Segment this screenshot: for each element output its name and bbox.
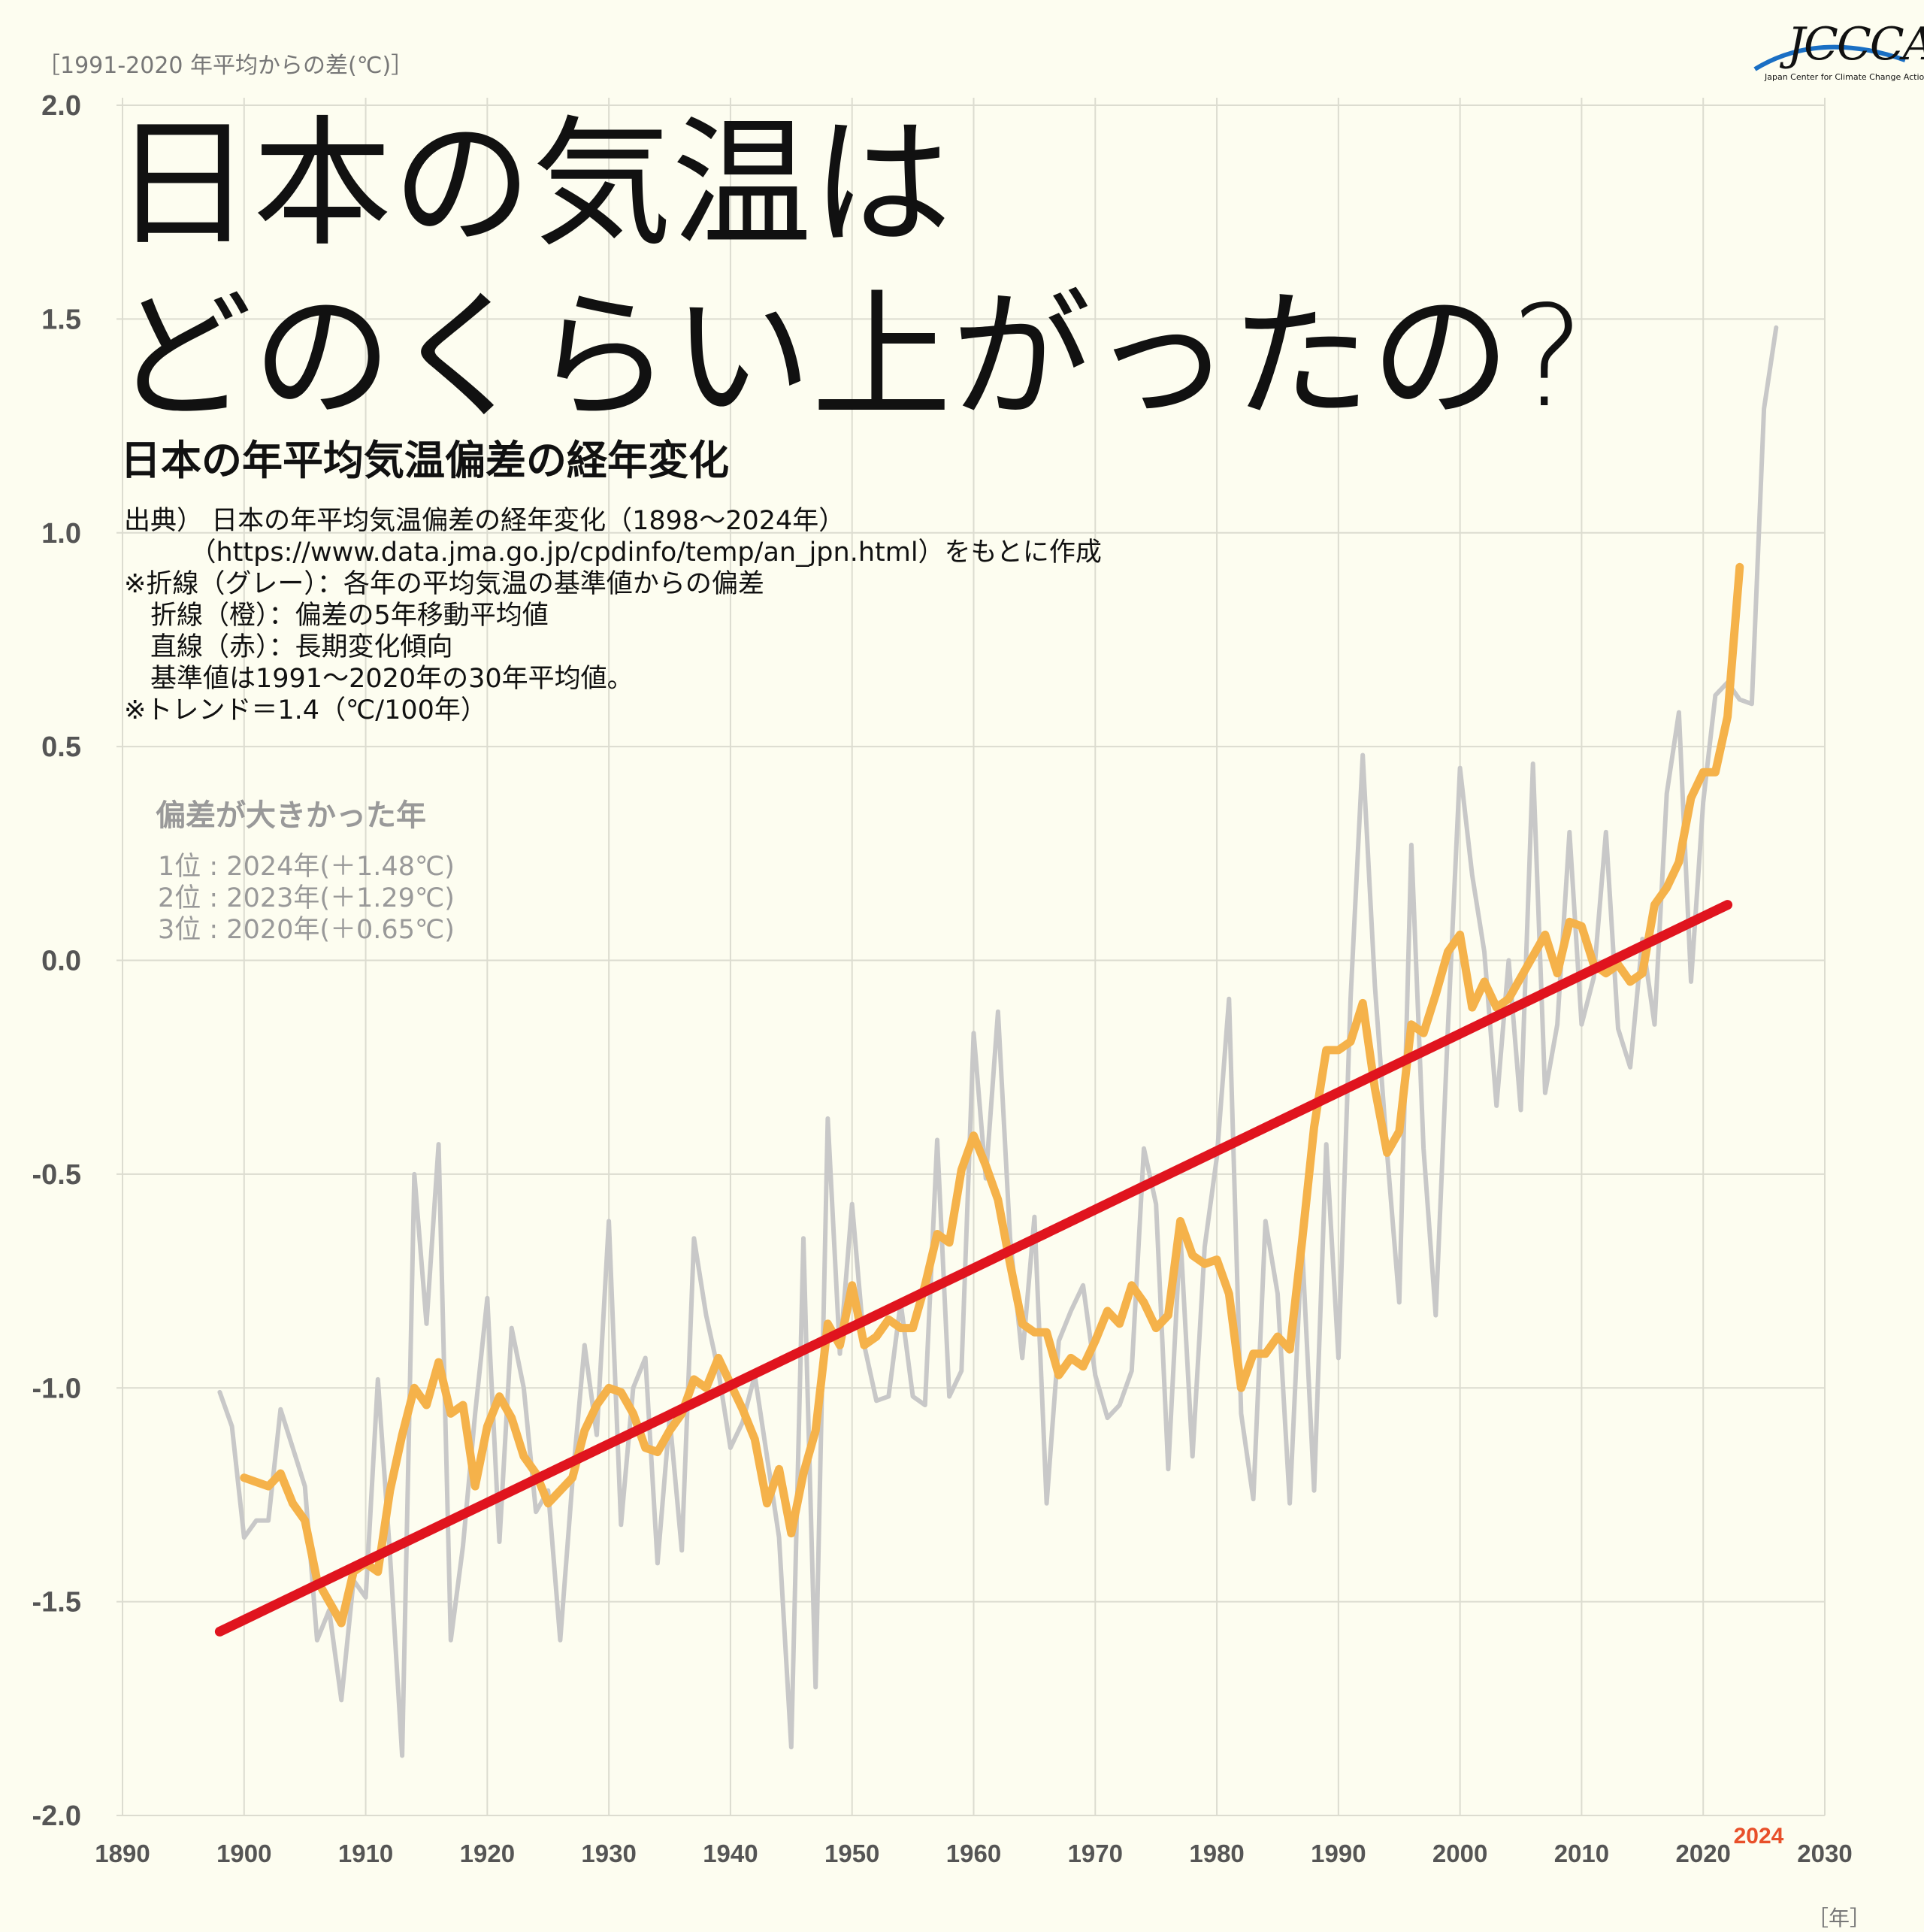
y-tick-label: -1.5 [32, 1587, 81, 1619]
y-axis-unit-label: ［1991-2020 年平均からの差(℃)］ [38, 53, 414, 79]
x-tick-label: 1940 [703, 1840, 758, 1867]
main-title-line2: どのくらい上がったの? [113, 275, 1585, 438]
grid-lines [116, 98, 1826, 1816]
moving-average-line [240, 562, 1744, 1628]
ranking-item: 1位 : 2024年(＋1.48℃) [158, 852, 455, 882]
x-tick-labels: 1890 1900 1910 1920 1930 1940 1950 1960 1970 1980… [95, 1840, 1852, 1867]
y-tick-label: -0.5 [32, 1159, 81, 1191]
x-tick-label: 2030 [1797, 1840, 1852, 1867]
y-tick-labels: 2.0 1.5 1.0 0.5 0.0 -0.5 -1.0 -1.5 -2.0 [32, 90, 81, 1832]
x-tick-label: 1970 [1068, 1840, 1123, 1867]
x-tick-label: 1960 [946, 1840, 1001, 1867]
jccca-logo: JCCCA Japan Center for Climate Change Ac… [1751, 15, 1924, 86]
y-tick-label: -1.0 [32, 1373, 81, 1404]
main-title: 日本の気温は どのくらい上がったの? [113, 98, 1585, 444]
note-line: ※折線（グレー）：各年の平均気温の基準値からの偏差 [124, 569, 764, 599]
x-axis-unit-label: ［年］ [1808, 1906, 1871, 1930]
y-tick-label: 0.0 [41, 946, 81, 977]
x-tick-label: 1980 [1189, 1840, 1244, 1867]
ranking-item: 3位 : 2020年(＋0.65℃) [158, 915, 455, 945]
source-notes: 出典） 日本の年平均気温偏差の経年変化（1898〜2024年） （https:/… [124, 505, 1102, 726]
annual-anomaly-line [217, 325, 1779, 1758]
main-title-line1: 日本の気温は [113, 102, 952, 265]
x-tick-label: 2010 [1554, 1840, 1609, 1867]
logo-subtitle: Japan Center for Climate Change Actions [1765, 72, 1924, 82]
x-tick-label: 1910 [338, 1840, 393, 1867]
y-tick-label: 1.0 [41, 518, 81, 550]
note-line: 基準値は1991〜2020年の30年平均値。 [124, 664, 634, 694]
y-tick-label: 2.0 [41, 90, 81, 122]
ranking-title: 偏差が大きかった年 [156, 798, 426, 833]
x-tick-label: 1920 [460, 1840, 515, 1867]
ranking-list: 1位 : 2024年(＋1.48℃) 2位 : 2023年(＋1.29℃) 3位… [158, 851, 455, 946]
x-tick-label: 2020 [1676, 1840, 1731, 1867]
highlight-year-label: 2024 [1734, 1824, 1784, 1849]
y-tick-label: -2.0 [32, 1800, 81, 1832]
x-tick-label: 1990 [1311, 1840, 1366, 1867]
note-line: （https://www.data.jma.go.jp/cpdinfo/temp… [124, 538, 1102, 568]
logo-arc-icon [1753, 44, 1906, 71]
note-line: ※トレンド＝1.4（℃/100年） [124, 695, 487, 725]
y-tick-label: 0.5 [41, 731, 81, 763]
chart-subtitle: 日本の年平均気温偏差の経年変化 [120, 437, 729, 484]
note-line: 出典） 日本の年平均気温偏差の経年変化（1898〜2024年） [124, 506, 846, 536]
x-tick-label: 1950 [824, 1840, 879, 1867]
ranking-item: 2位 : 2023年(＋1.29℃) [158, 883, 455, 913]
series-lines [214, 325, 1779, 1758]
x-tick-label: 1890 [95, 1840, 150, 1867]
x-tick-label: 2000 [1432, 1840, 1487, 1867]
x-tick-label: 1900 [216, 1840, 271, 1867]
logo-brand: JCCCA [1787, 18, 1924, 71]
note-line: 直線（赤）：長期変化傾向 [124, 632, 453, 662]
x-tick-label: 1930 [581, 1840, 636, 1867]
y-tick-label: 1.5 [41, 304, 81, 335]
note-line: 折線（橙）：偏差の5年移動平均値 [124, 601, 549, 631]
trend-line [214, 900, 1733, 1637]
